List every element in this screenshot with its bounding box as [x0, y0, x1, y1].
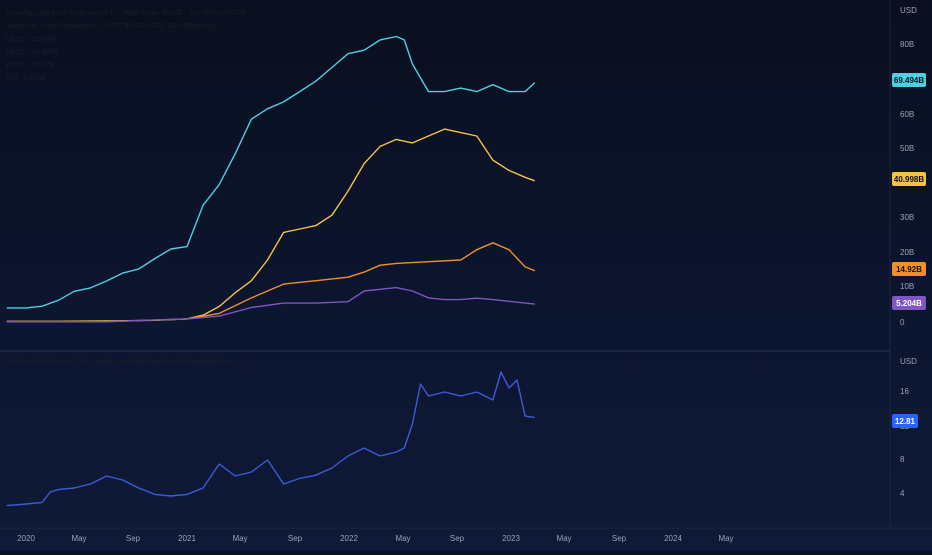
series-line: [6, 35, 536, 309]
x-tick-label: 2022: [340, 534, 358, 543]
legend-line: USDT · 69.494B: [6, 36, 58, 43]
bottom-unit-label: USD: [900, 357, 917, 366]
x-tick-label: 2020: [17, 534, 35, 543]
x-tick-label: May: [232, 534, 247, 543]
x-tick-label: May: [718, 534, 733, 543]
x-tick-label: 2021: [178, 534, 196, 543]
bottom-pane-series: [6, 371, 535, 507]
x-tick-label: May: [71, 534, 86, 543]
x-tick-label: 2024: [664, 534, 682, 543]
y-tick-label: 4: [900, 489, 905, 498]
x-tick-label: Sep: [450, 534, 465, 543]
badge-bg: [892, 414, 918, 428]
legend-line: BUSD · 14.92B: [6, 62, 54, 69]
x-tick-label: May: [556, 534, 571, 543]
x-tick-label: Sep: [288, 534, 303, 543]
legend-line: USDC · 40.998B: [6, 49, 58, 56]
y-tick-label: 60B: [900, 110, 914, 119]
badge-bg: [892, 73, 926, 87]
top-pane-legend: Chainflip Labs USD: Balances of T … BNB …: [6, 10, 247, 82]
badge-bg: [892, 262, 926, 276]
top-y-axis: 80B 60B 50B 30B 20B 10B 0: [900, 40, 914, 327]
x-tick-label: 2023: [502, 534, 520, 543]
badge-value: 5.204B: [896, 299, 922, 308]
bottom-y-axis: 16 12 8 4: [900, 387, 909, 498]
legend-line: Chainflip Labs USD: Balances of T … BNB …: [6, 10, 247, 17]
price-badge-cyan: 69.494B: [892, 73, 926, 87]
top-pane-series: [6, 35, 536, 323]
legend-line: Stablecoin supply breakdown · USDT BUSD …: [6, 23, 216, 30]
price-badge-purple: 5.204B: [892, 296, 926, 310]
y-tick-label: 16: [900, 387, 909, 396]
x-tick-label: May: [395, 534, 410, 543]
y-tick-label: 50B: [900, 144, 914, 153]
x-tick-label: Sep: [126, 534, 141, 543]
badge-bg: [892, 296, 926, 310]
y-tick-label: 30B: [900, 213, 914, 222]
series-line: [6, 128, 536, 322]
series-line: [6, 286, 535, 323]
badge-value: 69.494B: [894, 76, 924, 85]
top-unit-label: USD: [900, 6, 917, 15]
time-axis: 2020 May Sep 2021 May Sep 2022 May Sep 2…: [17, 534, 733, 543]
y-tick-label: 0: [900, 318, 905, 327]
badge-value: 14.92B: [896, 265, 922, 274]
bottom-pane-legend: Stablecoin dominance (%) · supply over t…: [6, 359, 232, 366]
price-badge-orange: 14.92B: [892, 262, 926, 276]
badge-bg: [892, 172, 926, 186]
series-line: [6, 242, 536, 323]
badge-value: 40.998B: [894, 175, 924, 184]
legend-line: DAI · 5.204B: [6, 75, 46, 82]
series-line: [6, 371, 535, 507]
x-tick-label: Sep: [612, 534, 627, 543]
y-tick-label: 20B: [900, 248, 914, 257]
y-tick-label: 8: [900, 455, 905, 464]
price-badge-blue: 12.81: [892, 414, 918, 428]
price-badge-gold: 40.998B: [892, 172, 926, 186]
y-tick-label: 80B: [900, 40, 914, 49]
badge-value: 12.81: [895, 417, 916, 426]
y-tick-label: 10B: [900, 282, 914, 291]
